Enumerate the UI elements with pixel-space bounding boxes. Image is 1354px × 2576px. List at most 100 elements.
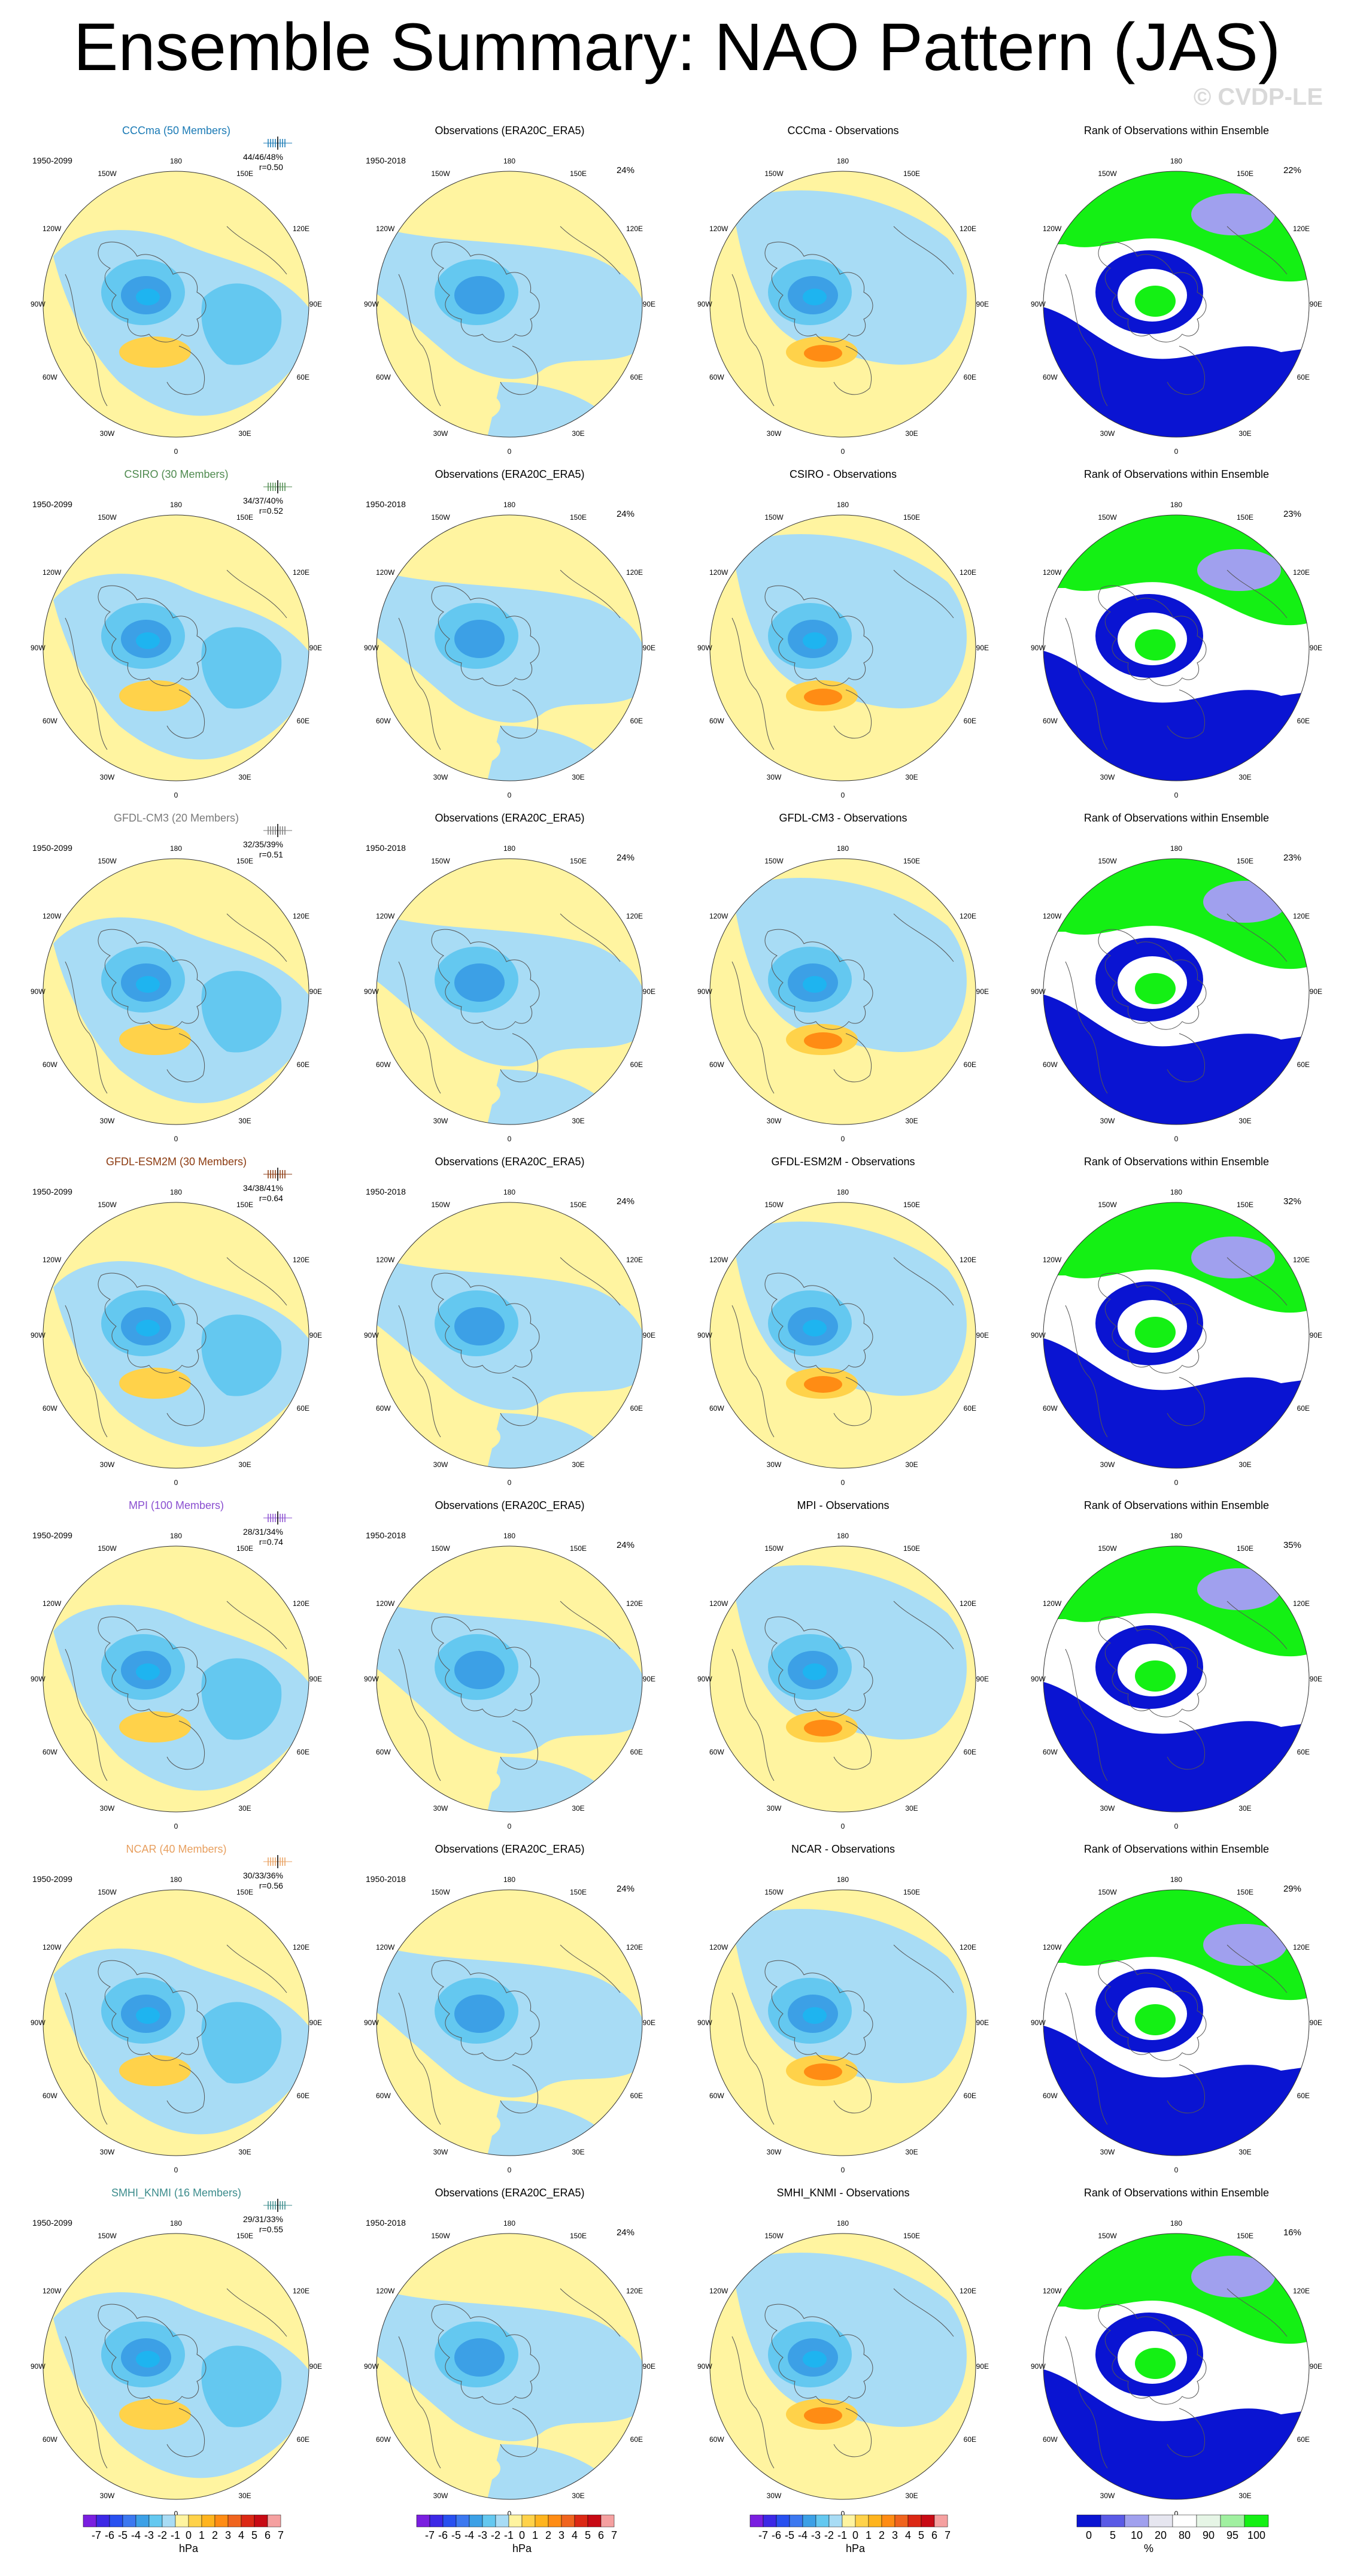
lon-label-mid-upper-left: 120W: [42, 912, 62, 920]
lon-label-right: 90E: [643, 2019, 655, 2027]
lon-label-mid-upper-left: 120W: [709, 225, 728, 233]
lon-label-upper-right: 150E: [1237, 1201, 1253, 1209]
colorbar-swatch: [855, 2514, 869, 2527]
colorbar-swatch: [1100, 2514, 1125, 2527]
lon-label-upper-right: 150E: [236, 169, 253, 178]
lon-label-mid-lower-right: 60E: [630, 717, 643, 725]
colorbar-swatch: [921, 2514, 935, 2527]
colorbar-tick: 3: [558, 2529, 564, 2541]
lon-label-mid-lower-right: 60E: [297, 1060, 309, 1069]
lon-label-mid-upper-right: 120E: [626, 1599, 643, 1608]
ensemble-spread-icon: [263, 1168, 292, 1181]
lon-label-mid-upper-right: 120E: [960, 912, 976, 920]
colorbar-swatch: [749, 2514, 764, 2527]
lon-label-bottom: 0: [508, 2510, 512, 2518]
pattern-percent: 24%: [616, 2228, 635, 2238]
lon-label-upper-left: 150W: [1098, 169, 1117, 178]
lon-label-lower-right: 30E: [238, 1460, 251, 1469]
lon-label-mid-lower-right: 60E: [630, 1060, 643, 1069]
lon-label-mid-lower-left: 60W: [376, 717, 391, 725]
lon-label-bottom: 0: [841, 1822, 845, 1831]
colorbar-swatch: [254, 2514, 268, 2527]
panel-title: Observations (ERA20C_ERA5): [435, 125, 585, 137]
correlation-value: r=0.56: [259, 1881, 283, 1890]
colorbar-swatch: [469, 2514, 483, 2527]
polar-map: 180 0 90W 90E 150W 150E 120W 120E 60W 60E 30W 30E: [31, 157, 322, 456]
lon-label-lower-right: 30E: [238, 773, 251, 781]
colorbar-swatch: [574, 2514, 588, 2527]
colorbar-rank: 0 5 10 20 80 90 95 100%: [1076, 2514, 1269, 2554]
period-label: 1950-2018: [366, 1187, 406, 1196]
polar-map: 180 0 90W 90E 150W 150E 120W 120E 60W 60E 30W 30E: [364, 2219, 655, 2518]
lon-label-upper-left: 150W: [98, 169, 117, 178]
lon-label-top: 180: [170, 1188, 182, 1196]
lon-label-upper-right: 150E: [236, 1888, 253, 1896]
panel-title: CSIRO - Observations: [789, 468, 897, 480]
lon-label-lower-right: 30E: [572, 1804, 584, 1813]
lon-label-upper-right: 150E: [236, 857, 253, 865]
map-panel-rank: Rank of Observations within Ensemble 32%…: [1010, 1151, 1343, 1495]
lon-label-top: 180: [1170, 1532, 1182, 1540]
lon-label-right: 90E: [309, 1331, 322, 1339]
lon-label-lower-left: 30W: [100, 429, 115, 438]
colorbar-tick: 0: [1086, 2529, 1092, 2541]
lon-label-mid-lower-left: 60W: [1043, 1404, 1058, 1413]
colorbar-tick: -1: [837, 2529, 847, 2541]
lon-label-top: 180: [837, 1188, 849, 1196]
lon-label-upper-right: 150E: [236, 513, 253, 522]
panel-title: Observations (ERA20C_ERA5): [435, 1156, 585, 1168]
lon-label-upper-left: 150W: [98, 2232, 117, 2240]
colorbar-swatch: [1196, 2514, 1221, 2527]
lon-label-mid-lower-left: 60W: [42, 1748, 57, 1756]
colorbar-tick: 20: [1155, 2529, 1167, 2541]
lon-label-top: 180: [837, 157, 849, 165]
colorbar-swatch: [561, 2514, 575, 2527]
lon-label-bottom: 0: [174, 2166, 178, 2174]
correlation-value: r=0.51: [259, 850, 283, 859]
lon-label-bottom: 0: [174, 1822, 178, 1831]
lon-label-upper-right: 150E: [570, 857, 587, 865]
colorbar-tick: 5: [585, 2529, 591, 2541]
lon-label-mid-upper-left: 120W: [376, 1599, 395, 1608]
lon-label-lower-right: 30E: [572, 2492, 584, 2500]
colorbar-tick: 5: [251, 2529, 257, 2541]
lon-label-top: 180: [837, 2219, 849, 2228]
colorbar-tick: -6: [772, 2529, 781, 2541]
colorbar-swatch: [482, 2514, 496, 2527]
pattern-percent: 32%: [1283, 1196, 1301, 1207]
lon-label-upper-left: 150W: [1098, 857, 1117, 865]
lon-label-right: 90E: [643, 1675, 655, 1683]
colorbar-unit: hPa: [512, 2542, 532, 2554]
colorbar-swatch: [456, 2514, 470, 2527]
colorbar-tick: 100: [1247, 2529, 1265, 2541]
lon-label-top: 180: [837, 501, 849, 509]
map-panel-model: SMHI_KNMI (16 Members) 1950-2099 180 0 90W…: [10, 2182, 343, 2526]
polar-map: 180 0 90W 90E 150W 150E 120W 120E 60W 60E 30W 30E: [364, 844, 655, 1143]
colorbar-tick: 6: [265, 2529, 271, 2541]
lon-label-lower-left: 30W: [433, 1460, 448, 1469]
lon-label-lower-right: 30E: [572, 1117, 584, 1125]
colorbar-swatch: [868, 2514, 882, 2527]
lon-label-mid-lower-left: 60W: [709, 1060, 724, 1069]
lon-label-mid-upper-left: 120W: [376, 1943, 395, 1951]
lon-label-mid-lower-left: 60W: [42, 1060, 57, 1069]
lon-label-upper-right: 150E: [236, 2232, 253, 2240]
lon-label-upper-right: 150E: [903, 2232, 920, 2240]
lon-label-upper-left: 150W: [98, 1544, 117, 1553]
lon-label-lower-left: 30W: [1100, 2492, 1115, 2500]
lon-label-right: 90E: [309, 2362, 322, 2371]
lon-label-lower-right: 30E: [905, 429, 918, 438]
colorbar-swatch: [201, 2514, 215, 2527]
colorbar-tick: 1: [532, 2529, 538, 2541]
lon-label-upper-left: 150W: [764, 1544, 784, 1553]
map-panel-rank: Rank of Observations within Ensemble 16%…: [1010, 2182, 1343, 2526]
period-label: 1950-2018: [366, 1531, 406, 1540]
period-label: 1950-2099: [32, 1187, 72, 1196]
lon-label-left: 90W: [364, 2019, 379, 2027]
lon-label-mid-lower-right: 60E: [297, 717, 309, 725]
colorbar-tick: 5: [918, 2529, 924, 2541]
lon-label-upper-left: 150W: [764, 1201, 784, 1209]
colorbar-swatch: [188, 2514, 202, 2527]
